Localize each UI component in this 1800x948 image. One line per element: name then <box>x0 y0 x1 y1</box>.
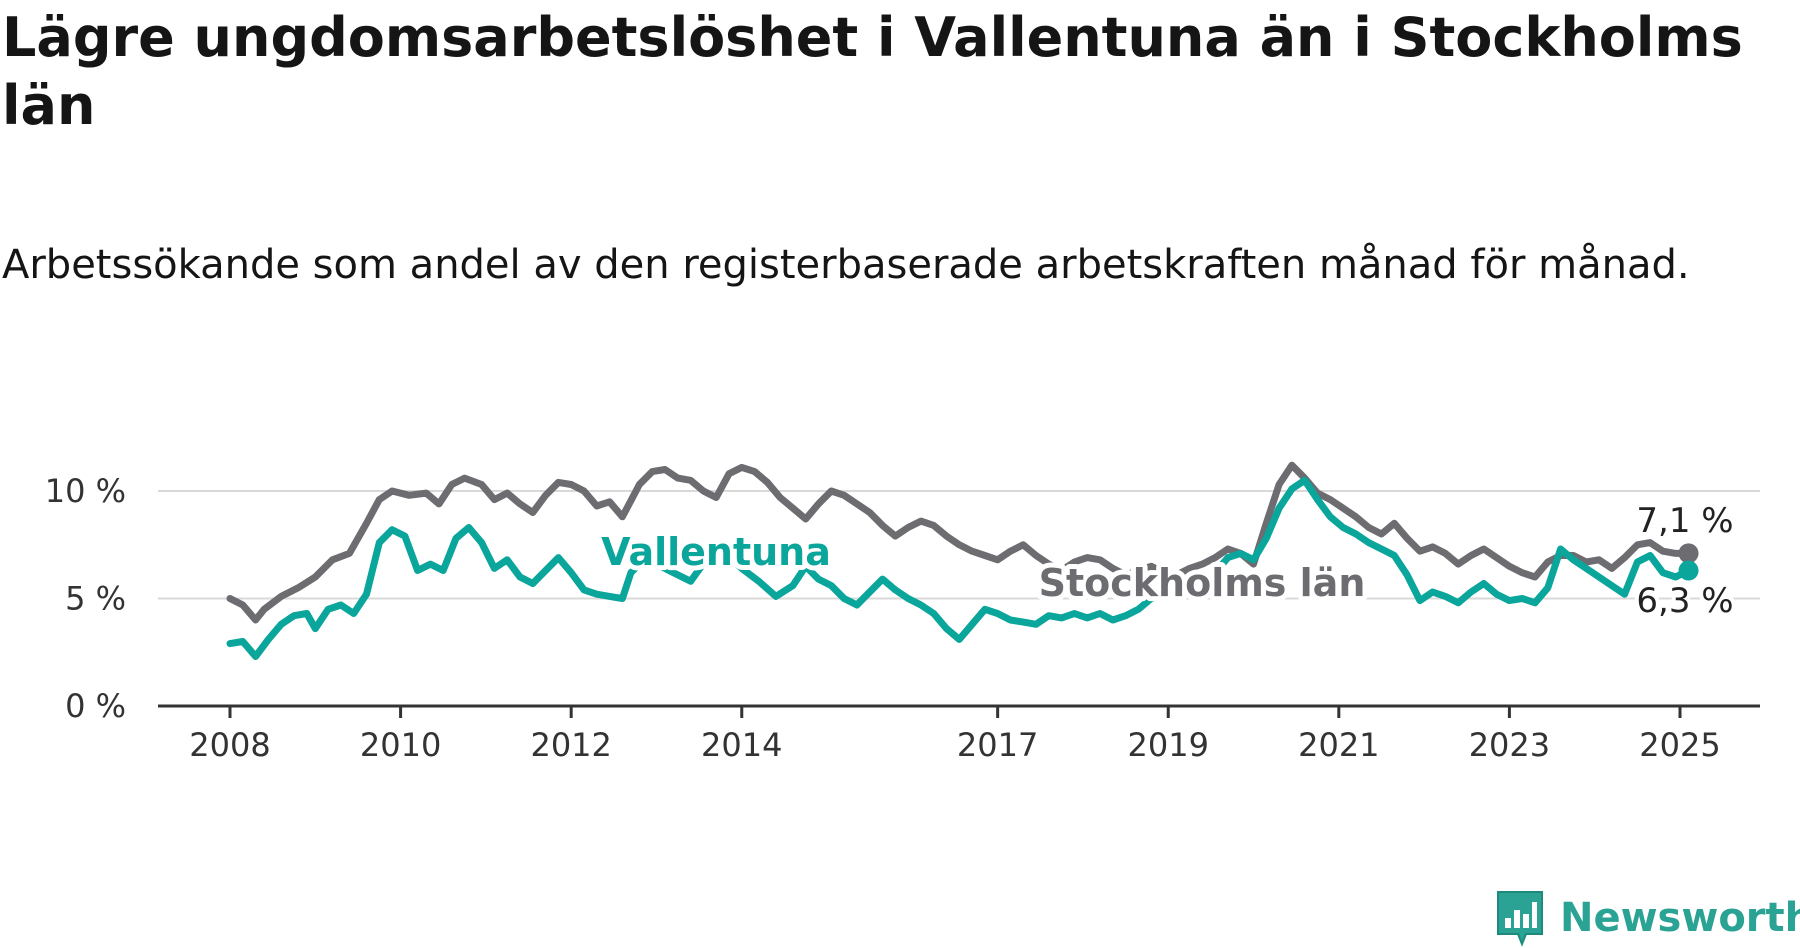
x-tick-label: 2012 <box>530 726 611 764</box>
x-tick-label: 2023 <box>1469 726 1550 764</box>
y-tick-label: 10 % <box>45 472 126 510</box>
newsworthy-logo-text: Newsworthy <box>1560 895 1800 941</box>
end-value-label: 6,3 % <box>1636 581 1733 621</box>
series-label: Vallentuna <box>601 530 831 574</box>
series-line-stockholms-län <box>226 461 1692 624</box>
series-label: Stockholms län <box>1039 561 1366 605</box>
x-tick-label: 2008 <box>189 726 270 764</box>
series-lines <box>226 461 1699 660</box>
x-axis: 2008 2010 2012 2014 2017 2019 2021 2023 2025 <box>158 704 1760 764</box>
y-tick-label: 5 % <box>65 580 126 618</box>
newsworthy-logo: Newsworthy <box>1494 888 1800 948</box>
y-tick-label: 0 % <box>65 687 126 725</box>
chart-title: Lägre ungdomsarbetslöshet i Vallentuna ä… <box>2 6 1743 137</box>
y-axis-tick-labels: 0 % 5 % 10 % <box>45 472 126 725</box>
x-tick-label: 2019 <box>1128 726 1209 764</box>
x-tick-label: 2014 <box>701 726 782 764</box>
series-end-marker <box>1678 560 1699 581</box>
x-tick-label: 2010 <box>360 726 441 764</box>
chart-subtitle: Arbetssökande som andel av den registerb… <box>2 242 1690 288</box>
end-value-label: 7,1 % <box>1636 501 1733 541</box>
x-tick-label: 2025 <box>1639 726 1720 764</box>
series-labels: Stockholms län Vallentuna 7,1 % 6,3 % <box>596 497 1737 625</box>
x-tick-label: 2017 <box>957 726 1038 764</box>
bar-chart-speech-bubble-icon <box>1497 891 1543 947</box>
series-line-vallentuna <box>226 476 1692 660</box>
x-tick-label: 2021 <box>1298 726 1379 764</box>
series-end-marker <box>1678 543 1699 564</box>
